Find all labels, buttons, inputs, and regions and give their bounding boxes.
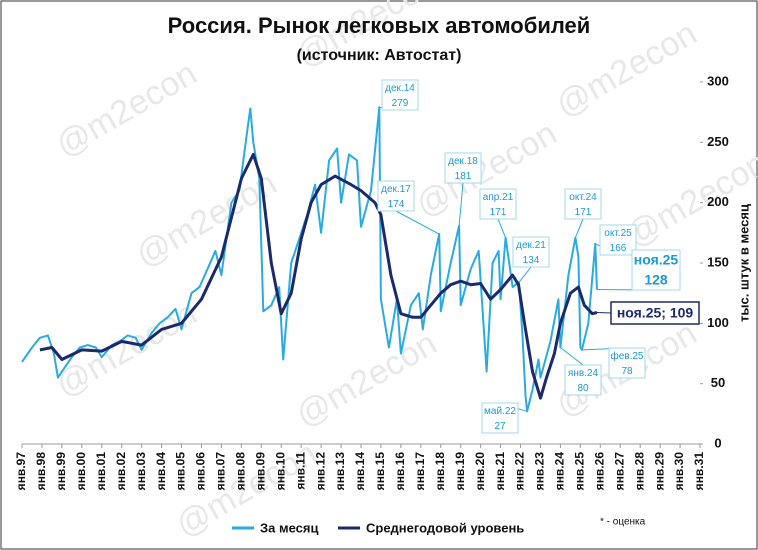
- annotation-value: 279: [392, 98, 409, 109]
- chart-title: Россия. Рынок легковых автомобилей: [168, 13, 591, 38]
- x-tick-label: янв.12: [313, 452, 327, 491]
- callout-line: [574, 218, 584, 238]
- x-tick-label: янв.99: [54, 452, 68, 491]
- annotation-label: дек.17: [381, 184, 411, 195]
- y-tick-label: 100: [707, 315, 729, 330]
- y-tick-label: 250: [707, 134, 729, 149]
- x-tick-label: янв.03: [134, 452, 148, 491]
- x-tick-label: янв.04: [154, 452, 168, 491]
- annotation-box: [479, 188, 517, 220]
- x-tick-label: янв.29: [652, 452, 666, 491]
- annotation-label: апр.21: [483, 192, 514, 203]
- x-tick-label: янв.02: [114, 452, 128, 491]
- x-tick-label: янв.27: [612, 452, 626, 491]
- annotation-value: 171: [490, 207, 507, 218]
- annotation-box: [610, 301, 700, 325]
- annotation-label: дек.18: [448, 156, 478, 167]
- x-tick-label: янв.06: [194, 452, 208, 491]
- annotation-box: [608, 347, 646, 379]
- annotation-box: [599, 224, 637, 256]
- legend-label: За месяц: [260, 520, 318, 535]
- y-axis-label: тыс. штук в месяц: [736, 204, 751, 322]
- annotation-label: фев.25: [610, 350, 643, 362]
- annotation-value: 78: [621, 366, 633, 377]
- annotation-value: 80: [577, 383, 589, 394]
- annotation-box: [381, 79, 419, 111]
- annotation-value: 181: [455, 171, 472, 182]
- y-tick-label: 0: [714, 435, 721, 450]
- x-tick-label: янв.24: [553, 452, 567, 491]
- annotation-value: 27: [494, 421, 506, 432]
- x-tick-label: янв.25: [573, 452, 587, 491]
- note: * - оценка: [600, 517, 646, 528]
- x-tick-label: янв.05: [174, 452, 188, 491]
- annotation-value: 134: [523, 255, 540, 266]
- y-tick-label: 150: [707, 254, 729, 269]
- x-tick-label: янв.22: [513, 452, 527, 491]
- callout-line: [458, 182, 464, 226]
- y-tick-label: 200: [707, 194, 729, 209]
- x-tick-label: янв.26: [592, 452, 606, 491]
- annotation-box: [444, 152, 482, 184]
- annotation-box: [481, 402, 519, 434]
- y-tick-label: 300: [707, 73, 729, 88]
- y-tick-label: 50: [711, 375, 725, 390]
- x-tick-label: янв.00: [74, 452, 88, 491]
- x-tick-label: янв.31: [692, 452, 706, 491]
- annotation-label: янв.24: [568, 368, 599, 379]
- x-tick-label: янв.18: [433, 452, 447, 491]
- callout-line: [560, 347, 584, 366]
- x-tick-label: янв.13: [333, 452, 347, 491]
- annotation-box: [512, 236, 550, 268]
- annotation-label: ноя.25: [634, 252, 679, 268]
- annotation-box: [377, 180, 415, 212]
- annotation-label: май.22: [484, 406, 516, 417]
- callout-line: [518, 266, 532, 283]
- line-series: [39, 152, 598, 400]
- x-tick-label: янв.23: [533, 452, 547, 491]
- annotation-label: окт.24: [569, 192, 597, 203]
- x-tick-label: янв.20: [473, 452, 487, 491]
- x-tick-label: янв.01: [94, 452, 108, 491]
- callout-line: [395, 210, 440, 235]
- x-tick-label: янв.21: [493, 452, 507, 491]
- x-tick-label: янв.30: [672, 452, 686, 491]
- annotation-box: [564, 364, 602, 396]
- annotation-label: дек.21: [516, 240, 546, 251]
- x-tick-label: янв.10: [273, 452, 287, 491]
- x-tick-label: янв.11: [293, 452, 307, 490]
- legend-label: Среднегодовой уровень: [366, 520, 524, 535]
- annotation-label: дек.14: [385, 83, 415, 94]
- x-tick-label: янв.14: [353, 452, 367, 491]
- x-tick-label: янв.98: [34, 452, 48, 491]
- x-tick-label: янв.08: [234, 452, 248, 491]
- x-tick-label: янв.17: [413, 452, 427, 491]
- x-tick-label: янв.07: [214, 452, 228, 491]
- chart-subtitle: (источник: Автостат): [297, 47, 462, 64]
- annotation-value: 166: [610, 243, 627, 254]
- annotation-label: окт.25: [604, 228, 632, 239]
- x-tick-label: янв.09: [253, 452, 267, 491]
- annotation-box: [631, 249, 681, 291]
- annotation-box: [564, 188, 602, 220]
- callout-line: [596, 311, 612, 314]
- x-tick-label: янв.16: [393, 452, 407, 491]
- x-tick-label: янв.97: [14, 452, 28, 491]
- annotation-label: ноя.25; 109: [617, 305, 694, 321]
- annotation-value: 171: [575, 207, 592, 218]
- annotation-value: 174: [388, 199, 405, 210]
- x-tick-label: янв.19: [453, 452, 467, 491]
- callout-line: [497, 218, 507, 238]
- line-series: [21, 106, 598, 413]
- x-tick-label: янв.15: [373, 452, 387, 491]
- x-tick-label: янв.28: [632, 452, 646, 491]
- annotation-value: 128: [644, 272, 668, 288]
